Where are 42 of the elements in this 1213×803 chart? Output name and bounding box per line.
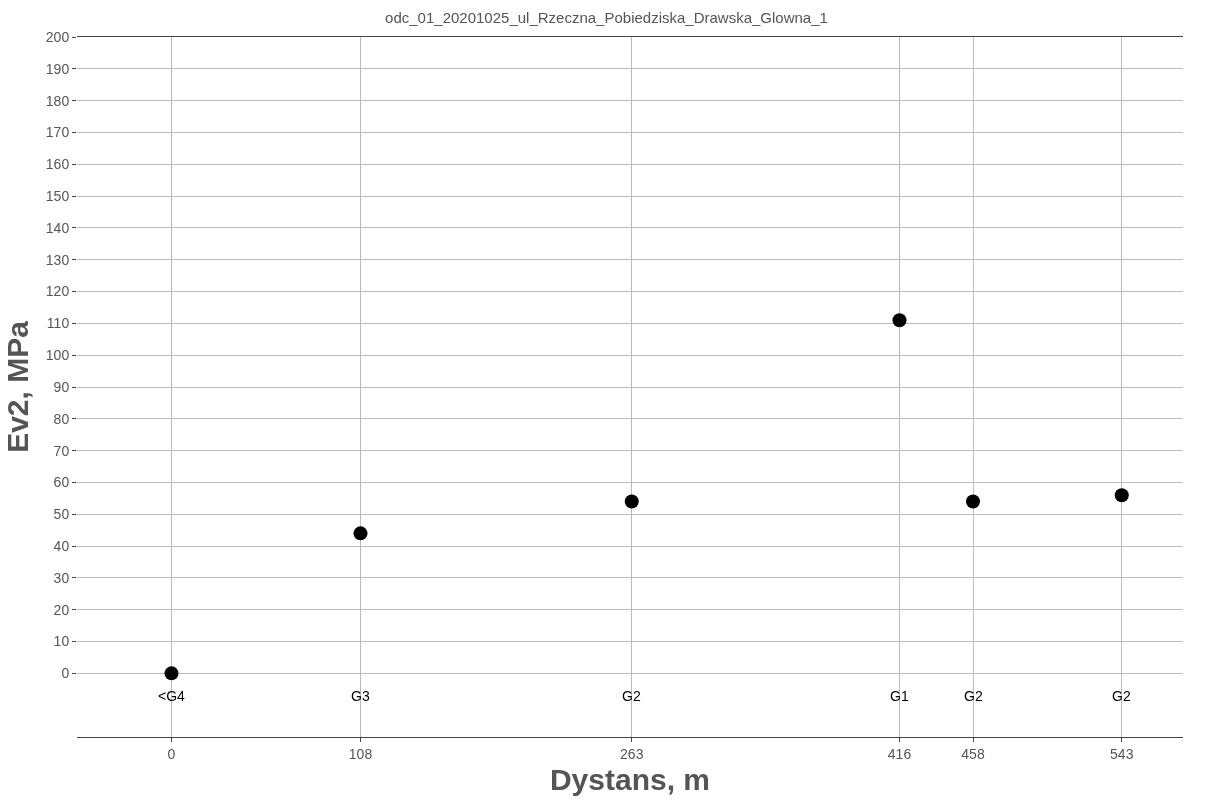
point — [966, 494, 980, 509]
y-tick-label: 0 — [61, 665, 70, 682]
y-tick-label: 140 — [45, 219, 70, 236]
point — [892, 313, 907, 328]
y-tick-label: 10 — [53, 633, 70, 650]
y-tick-label: 180 — [45, 92, 70, 109]
y-tick-label: 190 — [45, 60, 70, 77]
annotation: <G4 — [158, 688, 186, 704]
y-tick-label: 90 — [53, 378, 70, 395]
y-tick-label: 100 — [45, 347, 70, 364]
y-tick-label: 150 — [45, 187, 70, 204]
x-axis-title: Dystans, m — [549, 763, 711, 797]
annotation: G2 — [964, 688, 983, 704]
y-tick-label: 80 — [53, 410, 70, 427]
annotation: G2 — [1112, 688, 1131, 704]
y-tick-label: 50 — [53, 506, 70, 523]
x-tick-label: 416 — [887, 745, 912, 762]
y-tick-label: 110 — [46, 315, 70, 332]
x-tick-label: 543 — [1110, 745, 1134, 762]
point — [1114, 488, 1129, 503]
y-tick-label: 130 — [45, 251, 70, 268]
annotation: G2 — [622, 688, 641, 704]
y-tick-label: 70 — [53, 442, 70, 459]
x-tick-label: 458 — [961, 745, 985, 762]
y-tick-label: 200 — [45, 28, 70, 45]
annotation: G1 — [890, 688, 909, 704]
y-tick-label: 120 — [45, 283, 70, 300]
point — [164, 666, 179, 681]
y-tick-label: 60 — [53, 474, 70, 491]
y-tick-label: 160 — [45, 156, 70, 173]
x-tick-label: 263 — [620, 745, 644, 762]
point — [624, 494, 639, 509]
y-tick-label: 170 — [45, 124, 70, 141]
x-tick-label: 0 — [167, 745, 176, 762]
x-tick-label: 108 — [348, 745, 373, 762]
y-tick-label: 30 — [53, 569, 70, 586]
y-tick-label: 40 — [53, 537, 70, 554]
chart-title: odc_01_20201025_ul_Rzeczna_Pobiedziska_Drawska_Glowna_1 — [385, 9, 828, 27]
annotation: G3 — [351, 688, 370, 704]
y-tick-label: 20 — [53, 601, 70, 618]
point — [353, 526, 368, 541]
y-axis-title: Ev2, MPa — [0, 320, 34, 453]
